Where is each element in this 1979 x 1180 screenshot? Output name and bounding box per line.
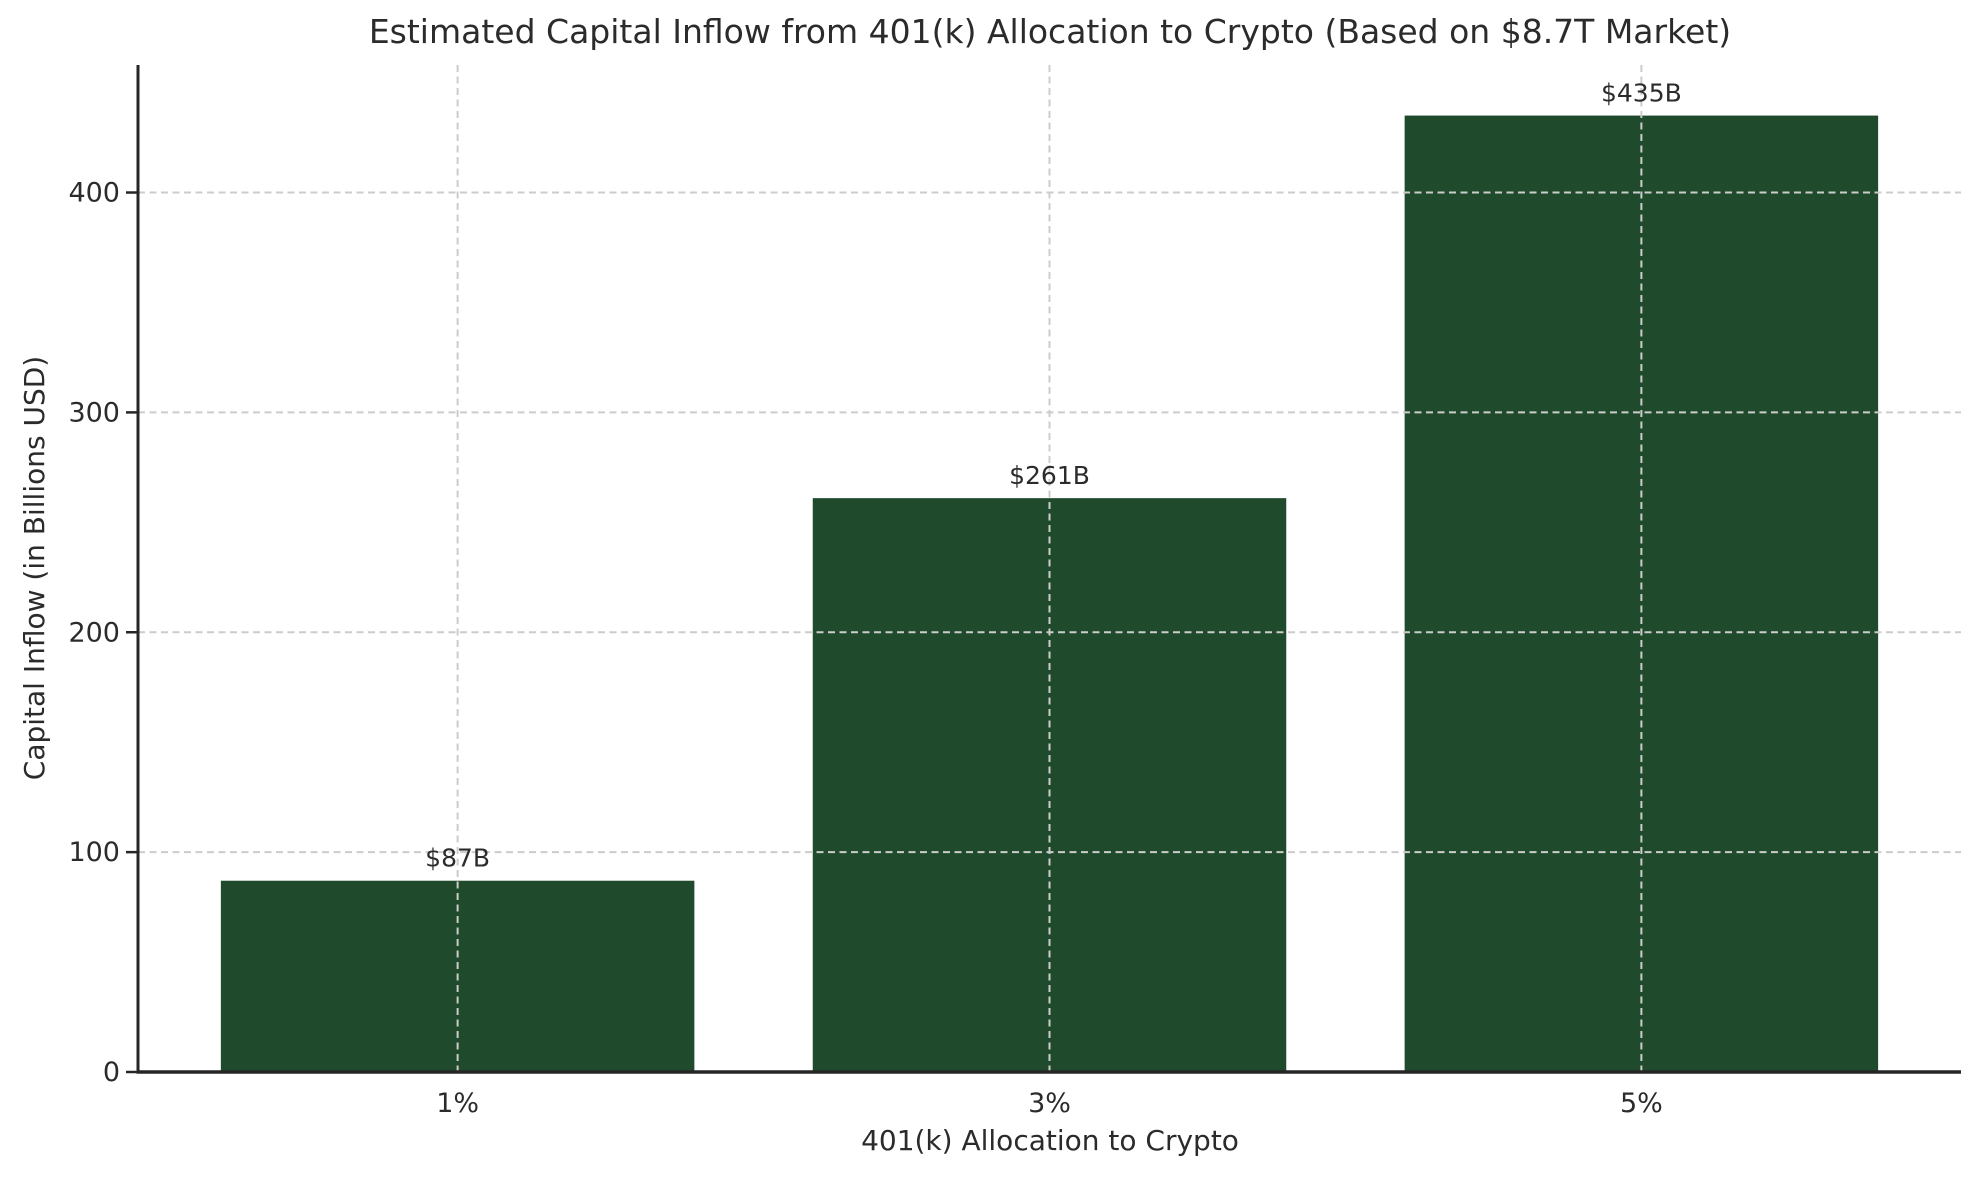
x-tick-label-1%: 1% xyxy=(436,1088,479,1119)
x-tick-label-5%: 5% xyxy=(1620,1088,1663,1119)
x-axis-label: 401(k) Allocation to Crypto xyxy=(861,1124,1239,1157)
value-labels-group: $87B $261B $435B xyxy=(425,79,1682,873)
bars-group xyxy=(220,115,1879,1072)
y-axis-label: Capital Inflow (in Billions USD) xyxy=(18,356,51,780)
bar-value-label-1%: $87B xyxy=(425,844,490,873)
tick-labels-group: 0 100 200 300 400 1% 3% 5% xyxy=(68,178,1662,1119)
y-tick-label-100: 100 xyxy=(68,837,120,868)
bar-value-label-5%: $435B xyxy=(1601,79,1682,108)
y-tick-label-200: 200 xyxy=(68,617,120,648)
y-tick-label-300: 300 xyxy=(68,397,120,428)
y-tick-label-400: 400 xyxy=(68,178,120,209)
x-tick-label-3%: 3% xyxy=(1028,1088,1071,1119)
axes-group xyxy=(126,65,1961,1074)
y-tick-label-0: 0 xyxy=(103,1057,120,1088)
bar-value-label-3%: $261B xyxy=(1009,461,1090,490)
chart-title: Estimated Capital Inflow from 401(k) All… xyxy=(369,12,1731,51)
